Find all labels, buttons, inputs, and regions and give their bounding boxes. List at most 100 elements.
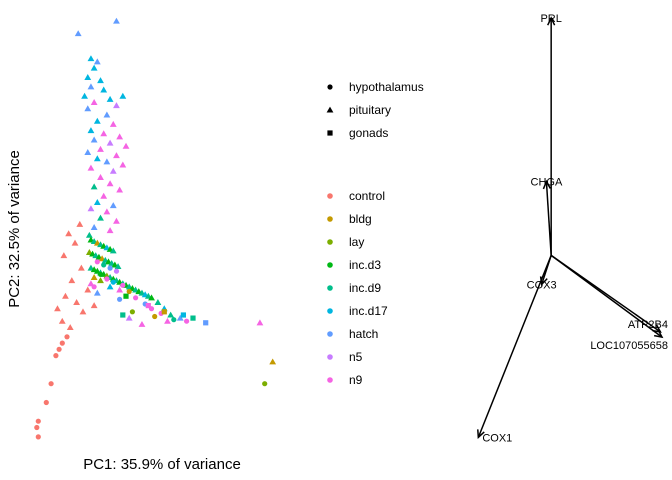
scatter-point-103 — [77, 264, 85, 271]
scatter-point-31 — [109, 167, 117, 174]
scatter-point-39 — [87, 205, 95, 212]
scatter-point-41 — [97, 214, 104, 221]
scatter-point-108 — [79, 308, 87, 315]
arrow-label: CHGA — [531, 177, 563, 189]
arrow-head — [477, 429, 485, 439]
scatter-point-25 — [84, 149, 92, 155]
color-legend-label: lay — [349, 235, 364, 249]
arrow-head — [547, 16, 556, 26]
scatter-point-101 — [71, 239, 79, 246]
scatter-point-84 — [90, 274, 98, 281]
shape-legend-label: gonads — [349, 126, 388, 140]
scatter-point-130 — [126, 288, 132, 295]
arrow-head — [542, 179, 552, 190]
scatter-point-18 — [87, 127, 95, 134]
scatter-point-89 — [93, 289, 101, 296]
color-legend-key — [327, 354, 333, 360]
color-legend-label: bldg — [349, 212, 372, 226]
color-legend-item-inc.d17: inc.d17 — [327, 304, 388, 318]
scatter-point-121 — [35, 434, 41, 440]
scatter-point-92 — [167, 311, 175, 318]
shape-legend-key-hypothalamus — [327, 84, 333, 90]
scatter-point-135 — [171, 317, 177, 323]
scatter-point-129 — [120, 282, 126, 288]
scatter-point-138 — [129, 309, 135, 315]
arrow-shaft — [545, 181, 552, 256]
scatter-point-116 — [53, 353, 59, 359]
scatter-point-145 — [145, 303, 151, 309]
scatter-point-126 — [97, 271, 104, 277]
scatter-point-15 — [103, 111, 111, 118]
scatter-point-143 — [203, 320, 209, 326]
scatter-point-115 — [56, 346, 62, 352]
scatter-point-96 — [138, 320, 146, 327]
scatter-point-122 — [94, 259, 100, 265]
scatter-point-22 — [106, 139, 114, 146]
arrow-label: COX1 — [482, 432, 512, 444]
scatter-point-38 — [109, 202, 117, 209]
scatter-point-33 — [106, 180, 114, 187]
arrow-shaft — [550, 254, 663, 338]
loading-arrow-chga: CHGA — [531, 177, 563, 256]
scatter-point-17 — [109, 120, 117, 127]
scatter-points — [34, 17, 277, 440]
scatter-point-4 — [93, 58, 101, 65]
scatter-point-32 — [97, 174, 104, 180]
shape-legend: hypothalamus pituitary gonads — [326, 80, 424, 140]
scatter-point-42 — [113, 217, 120, 224]
loading-arrows: PRL CHGA COX3 ATP2B4 LOC107055658 COX1 — [477, 13, 668, 444]
scatter-point-87 — [116, 286, 124, 293]
color-legend-key — [327, 308, 333, 314]
scatter-point-44 — [106, 227, 114, 234]
loading-arrow-cox3: COX3 — [527, 255, 557, 291]
color-legend-key — [327, 262, 333, 268]
scatter-point-125 — [113, 268, 120, 274]
scatter-point-106 — [73, 299, 81, 306]
scatter-point-0 — [113, 17, 120, 24]
scatter-point-146 — [123, 293, 129, 299]
color-legend-key — [327, 285, 333, 291]
loading-arrow-atp2b4: ATP2B4 — [550, 254, 668, 333]
color-legend-item-control: control — [327, 189, 385, 203]
scatter-point-128 — [110, 279, 116, 285]
scatter-point-23 — [122, 142, 130, 149]
scatter-point-36 — [100, 192, 108, 199]
scatter-point-45 — [85, 231, 93, 238]
scatter-point-5 — [84, 73, 92, 80]
shape-legend-key-pituitary — [326, 106, 334, 113]
scatter-point-148 — [120, 312, 126, 318]
color-legend-item-bldg: bldg — [327, 212, 372, 226]
arrow-head — [653, 329, 664, 339]
color-legend-item-hatch: hatch — [327, 327, 378, 341]
scatter-point-37 — [93, 199, 101, 205]
loading-arrow-prl: PRL — [540, 13, 562, 256]
scatter-point-109 — [58, 317, 66, 324]
scatter-point-26 — [113, 152, 120, 159]
loading-biplot-panel: PRL CHGA COX3 ATP2B4 LOC107055658 COX1 — [477, 13, 668, 444]
color-legend-label: n5 — [349, 350, 363, 364]
arrow-label: ATP2B4 — [628, 319, 668, 331]
color-legend-label: n9 — [349, 373, 363, 387]
arrow-label: PRL — [540, 13, 561, 25]
scatter-point-142 — [190, 315, 196, 321]
color-legend-item-inc.d3: inc.d3 — [327, 258, 381, 272]
scatter-point-144 — [180, 312, 186, 318]
scatter-point-11 — [90, 99, 98, 105]
arrow-label: LOC107055658 — [590, 340, 668, 352]
scatter-point-83 — [148, 294, 155, 301]
loading-arrow-cox1: COX1 — [477, 255, 552, 444]
scatter-point-90 — [154, 299, 162, 306]
scatter-point-9 — [81, 92, 88, 99]
loading-arrow-loc107055658: LOC107055658 — [550, 254, 668, 352]
color-legend-item-n5: n5 — [327, 350, 363, 364]
scatter-point-29 — [119, 161, 127, 168]
scatter-point-123 — [101, 262, 107, 268]
color-legend-item-n9: n9 — [327, 373, 363, 387]
scatter-point-117 — [48, 381, 54, 387]
scatter-point-97 — [256, 319, 264, 326]
legend: hypothalamus pituitary gonads control bldg l… — [326, 80, 424, 387]
scatter-point-10 — [106, 95, 114, 102]
arrow-shaft — [477, 255, 552, 438]
scatter-point-20 — [116, 133, 124, 140]
color-legend-label: inc.d17 — [349, 304, 388, 318]
